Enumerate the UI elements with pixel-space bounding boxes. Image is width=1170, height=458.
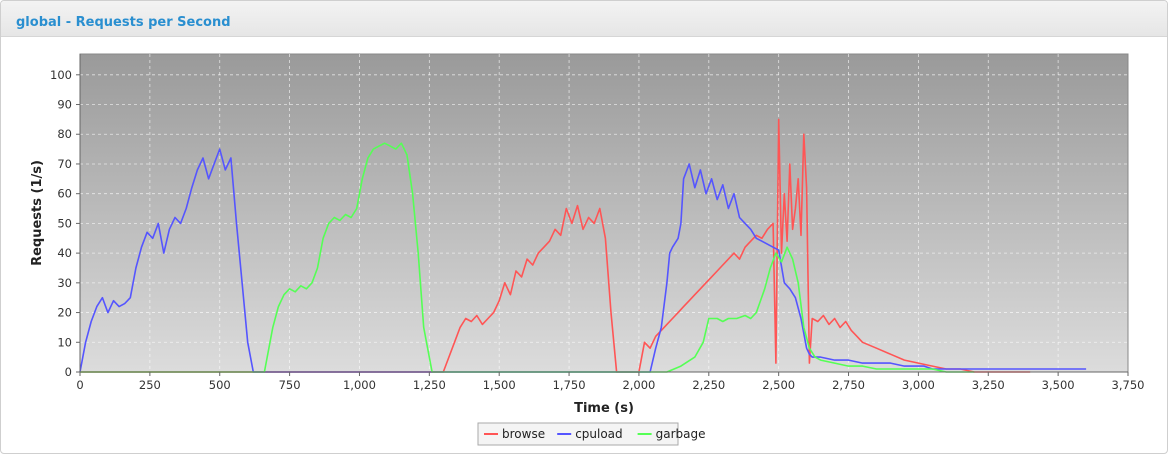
x-tick-label: 2,250 xyxy=(692,378,725,392)
panel-header: global - Requests per Second xyxy=(1,1,1167,37)
x-tick-label: 1,000 xyxy=(343,378,376,392)
grid-lines xyxy=(80,54,1128,372)
x-tick-label: 3,000 xyxy=(902,378,935,392)
legend-label-cpuload: cpuload xyxy=(575,427,622,441)
y-tick-label: 20 xyxy=(57,306,72,320)
x-tick-label: 2,000 xyxy=(622,378,655,392)
x-tick-label: 1,500 xyxy=(483,378,516,392)
x-axis-ticks: 0 250 500 750 1,000 1,250 1,500 1,750 2,000 2,250… xyxy=(76,372,1144,392)
y-tick-label: 60 xyxy=(57,187,72,201)
x-tick-label: 0 xyxy=(76,378,83,392)
plot-area xyxy=(79,53,1129,373)
x-tick-label: 2,750 xyxy=(832,378,865,392)
y-tick-label: 30 xyxy=(57,276,72,290)
legend: browse cpuload garbage xyxy=(477,422,706,446)
y-tick-label: 80 xyxy=(57,127,72,141)
series-line-browse xyxy=(80,118,1031,373)
x-axis-title: Time (s) xyxy=(574,401,634,416)
x-tick-label: 1,750 xyxy=(553,378,586,392)
y-tick-label: 0 xyxy=(65,365,72,379)
y-tick-label: 50 xyxy=(57,216,72,230)
y-tick-label: 40 xyxy=(57,246,72,260)
x-tick-label: 3,500 xyxy=(1042,378,1075,392)
legend-label-browse: browse xyxy=(502,427,545,441)
x-tick-label: 1,250 xyxy=(413,378,446,392)
x-tick-label: 500 xyxy=(209,378,231,392)
x-tick-label: 3,750 xyxy=(1112,378,1145,392)
x-tick-label: 2,500 xyxy=(762,378,795,392)
y-axis-ticks: 0 10 20 30 40 50 60 70 80 90 100 xyxy=(50,68,80,379)
legend-label-garbage: garbage xyxy=(656,427,706,441)
y-tick-label: 10 xyxy=(57,335,72,349)
y-tick-label: 90 xyxy=(57,98,72,112)
y-tick-label: 100 xyxy=(50,68,72,82)
x-tick-label: 250 xyxy=(139,378,161,392)
y-axis-title: Requests (1/s) xyxy=(30,160,45,266)
legend-box xyxy=(477,422,679,446)
panel-title: global - Requests per Second xyxy=(16,15,231,30)
requests-per-second-chart: 0 250 500 750 1,000 1,250 1,500 1,750 2,000 2,250… xyxy=(30,53,1144,446)
series-line-cpuload xyxy=(79,148,1087,373)
y-tick-label: 70 xyxy=(57,157,72,171)
x-tick-label: 750 xyxy=(279,378,301,392)
x-tick-label: 3,250 xyxy=(972,378,1005,392)
